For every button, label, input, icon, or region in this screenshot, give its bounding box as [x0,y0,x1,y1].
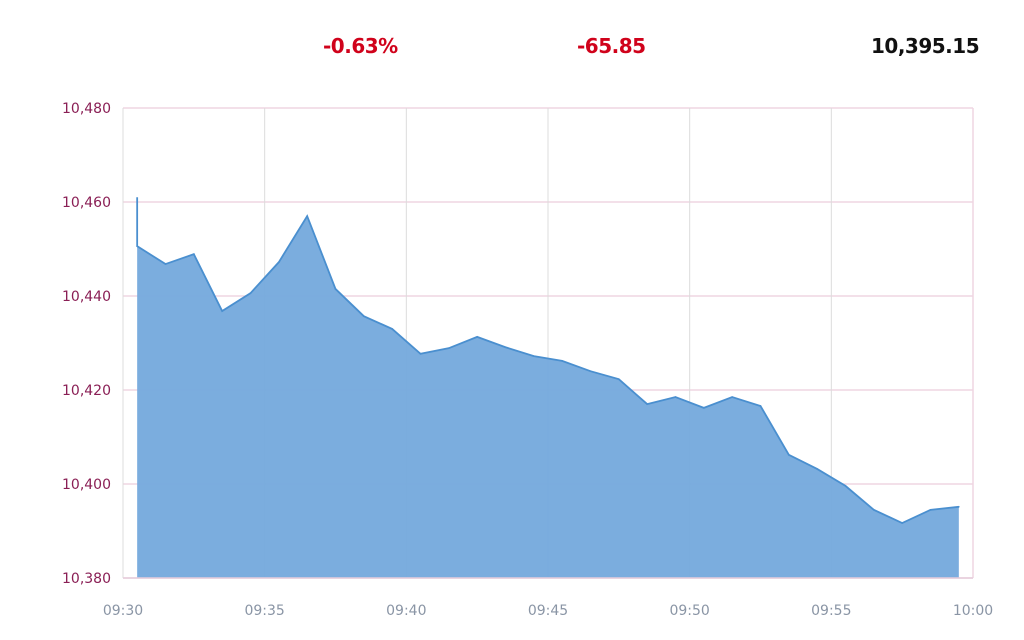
data-point [816,468,818,470]
x-tick-label: 09:30 [103,603,143,619]
data-point [363,315,365,318]
y-axis-labels: 10,380 10,400 10,420 10,440 10,460 10,480 [62,101,111,587]
data-point [164,263,167,265]
data-point [788,454,790,456]
data-point [703,407,705,409]
data-point [278,261,280,263]
data-point [674,396,677,398]
y-tick-label: 10,400 [62,477,111,493]
change-points: -65.85 [577,34,646,58]
x-tick-label: 10:00 [953,603,993,619]
data-point [731,396,733,398]
data-point [929,509,932,511]
y-tick-label: 10,380 [62,571,111,587]
data-point [504,346,507,349]
data-point [193,253,195,255]
x-tick-label: 09:45 [528,603,568,619]
change-percent: -0.63% [323,34,398,58]
x-axis-labels: 09:30 09:35 09:40 09:45 09:50 09:55 10:00 [103,603,993,619]
data-point [901,522,903,524]
data-point [476,336,478,338]
data-point [419,353,422,355]
data-point [561,360,563,362]
data-point [646,403,648,405]
y-tick-label: 10,460 [62,195,111,211]
y-tick-label: 10,420 [62,383,111,399]
data-point [618,378,620,380]
y-tick-label: 10,480 [62,101,111,117]
data-point [958,505,960,508]
data-point [759,405,762,407]
x-tick-label: 09:55 [811,603,851,619]
data-point [533,355,535,357]
series-area [123,197,973,579]
area-fill [137,197,959,579]
data-point [448,347,450,349]
data-point [306,215,308,217]
last-value: 10,395.15 [871,34,980,58]
data-point [844,485,847,487]
x-tick-label: 09:40 [386,603,426,619]
x-tick-label: 09:35 [244,603,284,619]
data-point [391,328,393,330]
data-point [589,370,592,373]
data-point [221,310,223,312]
data-point [136,245,138,247]
y-tick-label: 10,440 [62,289,111,305]
data-point [334,288,337,290]
x-tick-label: 09:50 [669,603,709,619]
data-point [249,292,252,294]
data-point [873,509,875,511]
